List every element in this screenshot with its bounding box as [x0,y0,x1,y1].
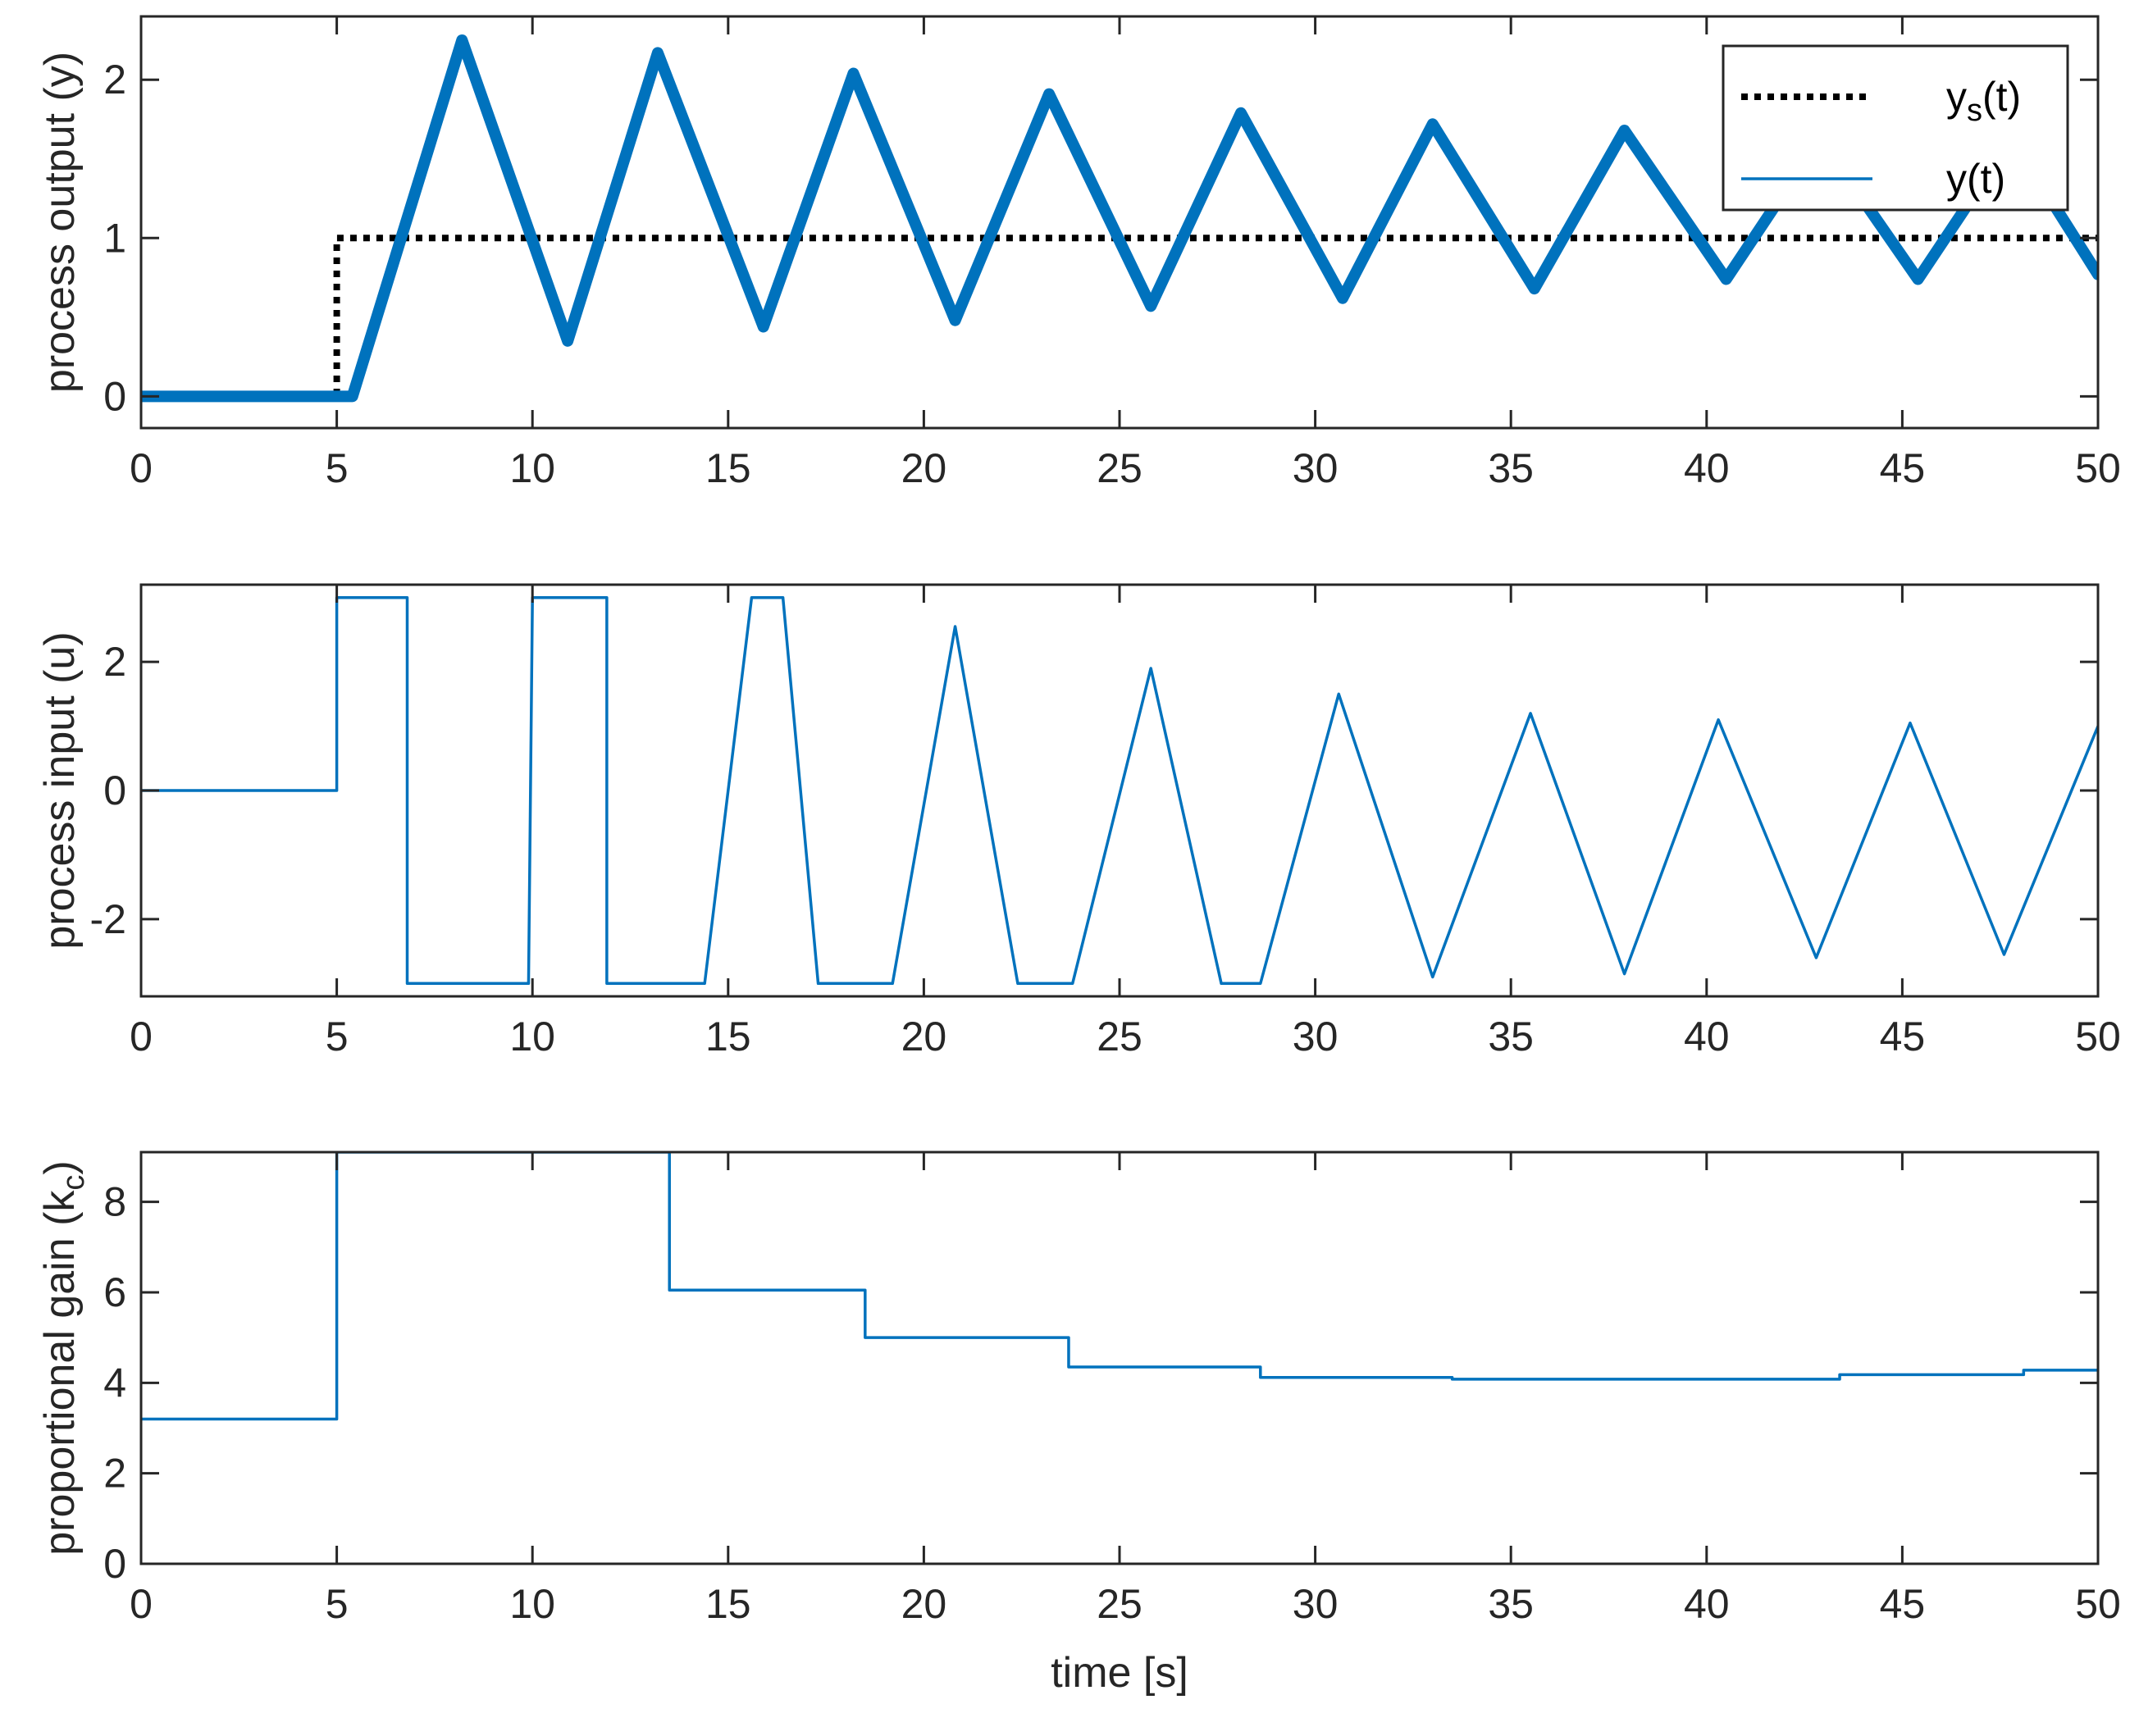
x-tick-label: 20 [901,445,947,491]
y-axis-label-gain-main: proportional gain (k [36,1190,84,1556]
legend-entry: ys(t) [1946,74,2021,128]
series-line-u-t- [141,595,2098,986]
x-tick-label: 20 [901,1014,947,1059]
y-axis-label-gain-suffix: ) [36,1160,84,1174]
output-panel: process output (y) 0 5 10 15 20 25 30 35 40 45 50 0… [36,15,2121,491]
y-axis-label-gain-sub: c [57,1175,91,1191]
y-axis-label-gain: proportional gain (kc) [36,1160,91,1555]
x-tick-label: 25 [1097,1014,1142,1059]
x-tick-label: 5 [326,1581,349,1627]
y-tick-label: 2 [103,57,126,103]
x-tick-label: 15 [705,445,751,491]
x-tick-label: 30 [1293,1014,1339,1059]
y-tick-label: 2 [103,1451,126,1497]
input-panel: process input (u) 0 5 10 15 20 25 30 35 40 45 50-2… [36,583,2121,1059]
x-tick-label: 10 [509,1581,555,1627]
y-tick-label: -2 [90,896,126,942]
y-tick-label: 0 [103,373,126,419]
x-tick-label: 45 [1880,1014,1926,1059]
y-tick-label: 8 [103,1179,126,1225]
series-line-k-c-t- [141,1152,2098,1421]
x-tick-label: 45 [1880,1581,1926,1627]
x-tick-label: 10 [509,445,555,491]
x-tick-label: 45 [1880,445,1926,491]
x-tick-label: 15 [705,1014,751,1059]
x-axis-label: time [s] [1051,1649,1188,1697]
x-tick-label: 5 [326,1014,349,1059]
y-axis-label-output: process output (y) [36,52,84,393]
x-tick-label: 0 [130,1581,153,1627]
x-tick-label: 0 [130,445,153,491]
x-tick-label: 15 [705,1581,751,1627]
x-tick-label: 50 [2075,1581,2121,1627]
x-tick-label: 35 [1488,445,1534,491]
legend-entry-suffix: (t) [1982,74,2021,120]
x-tick-label: 0 [130,1014,153,1059]
legend-entry: y(t) [1946,156,2005,202]
legend-entry-sub: s [1967,93,1982,128]
y-axis-label-input: process input (u) [36,631,84,949]
x-tick-label: 50 [2075,1014,2121,1059]
y-tick-label: 6 [103,1269,126,1315]
legend: ys(t)y(t) [1722,44,2069,212]
y-tick-label: 0 [103,1541,126,1587]
x-tick-label: 30 [1293,445,1339,491]
x-tick-label: 40 [1684,445,1730,491]
legend-box [1722,44,2069,212]
y-tick-label: 2 [103,639,126,685]
x-tick-label: 50 [2075,445,2121,491]
x-tick-label: 35 [1488,1581,1534,1627]
y-tick-label: 0 [103,768,126,813]
legend-entry-main: y [1946,74,1967,120]
x-tick-label: 10 [509,1014,555,1059]
x-tick-label: 20 [901,1581,947,1627]
input-plot-area: 0 5 10 15 20 25 30 35 40 45 50 -2 0 2 [90,583,2121,1059]
x-tick-label: 30 [1293,1581,1339,1627]
x-tick-label: 40 [1684,1014,1730,1059]
x-tick-label: 5 [326,445,349,491]
x-tick-label: 25 [1097,1581,1142,1627]
x-tick-label: 40 [1684,1581,1730,1627]
y-tick-label: 4 [103,1360,126,1406]
y-tick-label: 1 [103,215,126,261]
gain-panel: proportional gain (kc) time [s] 0 5 10 15 20… [36,1150,2121,1697]
gain-plot-area: 0 5 10 15 20 25 30 35 40 45 50 0 2 4 6 8 [103,1150,2121,1627]
x-tick-label: 25 [1097,445,1142,491]
x-tick-label: 35 [1488,1014,1534,1059]
